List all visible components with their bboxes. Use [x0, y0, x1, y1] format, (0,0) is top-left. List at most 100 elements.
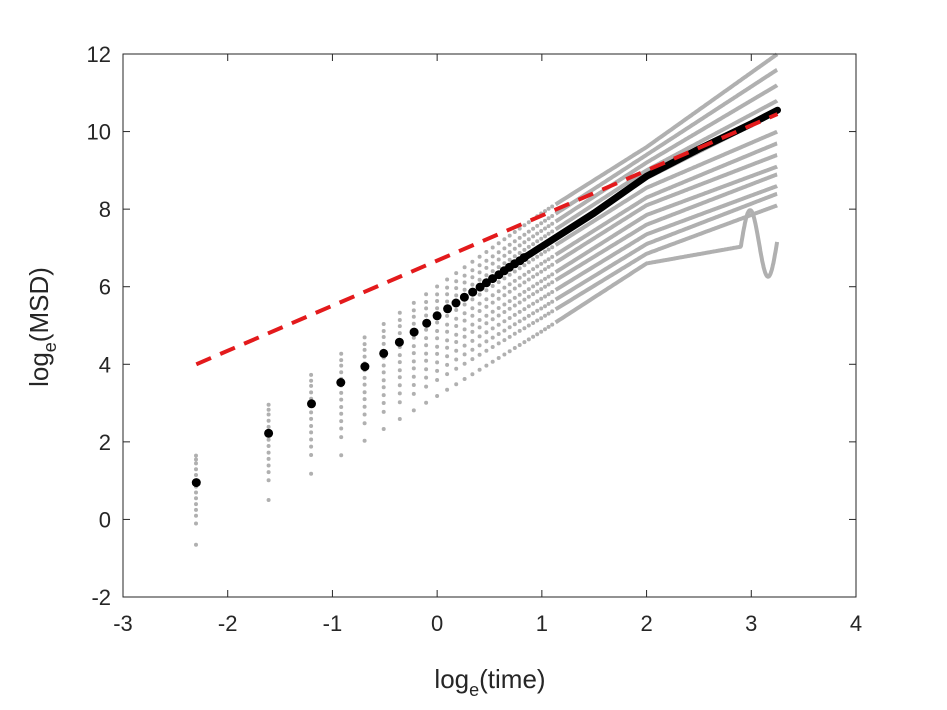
trajectory-point: [517, 328, 522, 333]
trajectory-point: [484, 297, 489, 302]
trajectory-point: [435, 320, 440, 325]
trajectory-point: [539, 252, 544, 257]
trajectory-point: [435, 306, 440, 311]
trajectory-point: [424, 400, 429, 405]
trajectory-point: [496, 280, 501, 285]
trajectory-point: [362, 375, 367, 380]
mean-point: [336, 378, 346, 387]
trajectory-point: [531, 234, 536, 239]
trajectory-point: [477, 277, 482, 282]
trajectory-point: [411, 383, 416, 387]
trajectory-3: [194, 83, 779, 466]
trajectory-point: [445, 322, 450, 327]
trajectory-point: [470, 347, 475, 352]
trajectory-point: [381, 322, 386, 326]
trajectory-point: [546, 311, 551, 316]
trajectory-point: [490, 317, 495, 322]
trajectory-point: [362, 347, 367, 352]
trajectory-point: [539, 221, 544, 226]
plot-area: [191, 52, 781, 547]
trajectory-point: [526, 260, 531, 265]
trajectory-point: [445, 338, 450, 343]
trajectory-point: [309, 378, 314, 383]
trajectory-point: [435, 299, 440, 303]
x-tick-label: 4: [850, 611, 862, 636]
trajectory-point: [522, 340, 527, 345]
trajectory-point: [522, 263, 527, 268]
trajectory-point: [502, 246, 507, 251]
trajectory-point: [543, 276, 547, 281]
x-tick-label: -2: [218, 611, 238, 636]
mean-point: [360, 362, 370, 372]
trajectory-2: [194, 68, 779, 462]
mean-point: [475, 282, 485, 292]
trajectory-point: [445, 354, 450, 359]
trajectory-point: [309, 372, 314, 377]
trajectory-point: [507, 250, 512, 255]
mean-point: [307, 399, 316, 409]
trajectory-point: [470, 372, 475, 377]
trajectory-point: [362, 421, 367, 426]
trajectory-point: [535, 231, 540, 236]
trajectory-point: [454, 293, 459, 298]
y-tick-label: -2: [91, 585, 111, 610]
y-tick-label: 0: [99, 507, 111, 532]
y-tick-label: 4: [99, 352, 111, 377]
trajectory-point: [381, 427, 386, 431]
trajectory-point: [517, 243, 522, 248]
trajectory-point: [424, 375, 429, 380]
y-tick-label: 12: [87, 42, 111, 67]
trajectory-point: [424, 306, 429, 311]
trajectory-point: [411, 308, 416, 313]
y-tick-label: 8: [99, 197, 111, 222]
trajectory-point: [507, 299, 512, 304]
trajectory-point: [522, 326, 527, 331]
trajectory-point: [512, 254, 517, 259]
trajectory-point: [435, 394, 440, 398]
trajectory-point: [522, 223, 527, 228]
trajectory-point: [462, 302, 467, 307]
trajectory-point: [309, 410, 314, 415]
trajectory-point: [435, 329, 440, 333]
trajectory-point: [454, 348, 459, 353]
trajectory-point: [477, 301, 482, 306]
trajectory-point: [477, 292, 482, 297]
trajectory-point: [339, 363, 344, 368]
trajectory-point: [454, 271, 459, 276]
trajectory-point: [496, 265, 501, 270]
trajectory-point: [507, 334, 512, 339]
trajectory-point: [526, 313, 531, 318]
trajectory-point: [462, 327, 467, 332]
trajectory-point: [496, 289, 501, 294]
trajectory-line: [554, 141, 779, 257]
trajectory-line: [554, 172, 779, 282]
trajectory-point: [462, 265, 467, 270]
trajectory-point: [194, 453, 198, 458]
trajectory-point: [339, 426, 344, 431]
trajectory-point: [435, 360, 440, 365]
trajectory-line: [554, 68, 779, 216]
trajectory-point: [477, 325, 482, 330]
trajectory-point: [484, 250, 489, 254]
trajectory-point: [194, 473, 198, 477]
trajectory-point: [411, 391, 416, 396]
trajectory-point: [550, 204, 555, 209]
trajectory-line: [554, 83, 779, 224]
trajectory-point: [526, 294, 531, 299]
trajectory-line: [554, 129, 779, 247]
trajectory-point: [512, 312, 517, 317]
trajectory-point: [539, 329, 544, 334]
fit-line: [195, 112, 779, 367]
trajectory-point: [477, 343, 482, 348]
trajectory-point: [411, 314, 416, 319]
trajectory-point: [543, 284, 547, 289]
trajectory-point: [266, 498, 271, 502]
trajectory-point: [362, 390, 367, 395]
trajectory-point: [470, 322, 475, 327]
trajectory-point: [470, 268, 475, 273]
trajectory-point: [462, 287, 467, 292]
trajectory-point: [266, 402, 271, 407]
x-tick-label: 1: [536, 611, 548, 636]
trajectory-point: [381, 335, 386, 339]
trajectory-point: [502, 285, 507, 290]
